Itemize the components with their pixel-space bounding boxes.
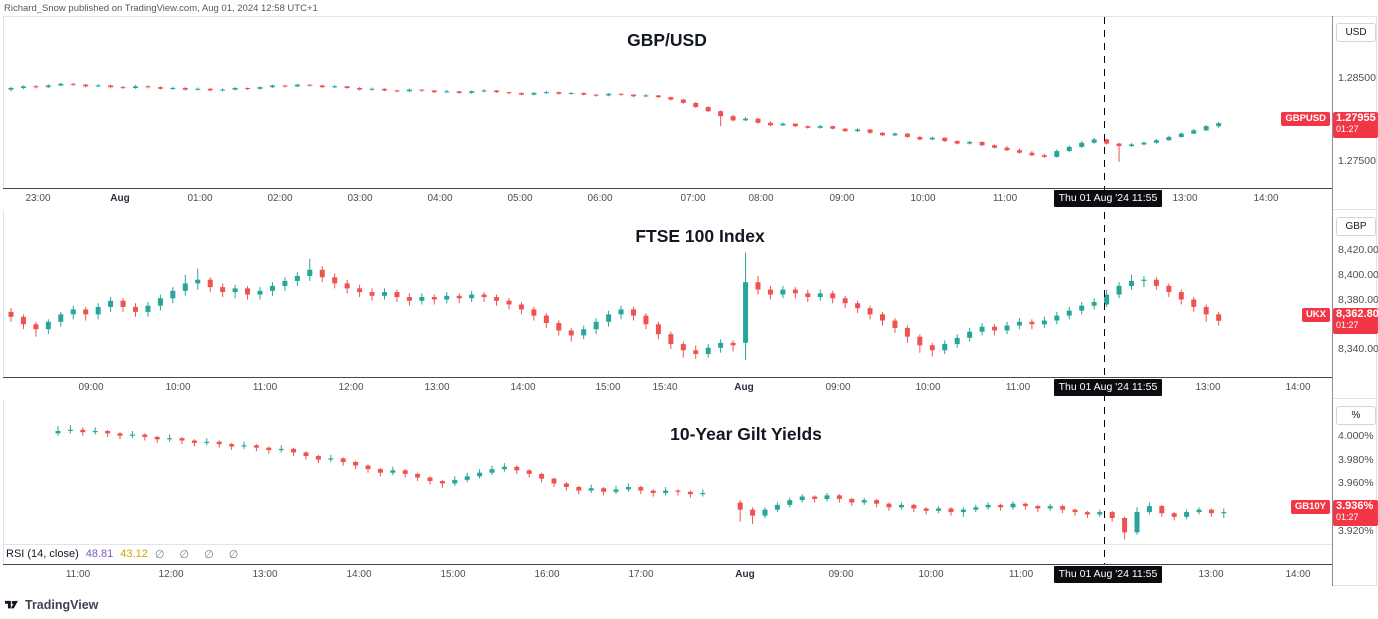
time-tick: 13:00 [1172, 193, 1198, 204]
time-axis-GBPUSD[interactable]: 23:00 Aug 01:00 02:00 03:00 04:00 05:00 06:00 07… [3, 188, 1332, 210]
time-tick: 23:00 [25, 193, 51, 204]
rsi-label[interactable]: RSI (14, close) [6, 548, 79, 560]
time-tick: 17:00 [628, 569, 654, 580]
candlestick-series-GBPUSD[interactable] [3, 17, 1332, 188]
unit-box-USD: USD [1336, 23, 1376, 42]
price-axis-label[interactable]: 8,400.00 [1338, 268, 1378, 281]
time-tick: 13:00 [1195, 382, 1221, 393]
time-tick: Aug [734, 382, 754, 393]
time-tick: 14:00 [1285, 569, 1311, 580]
rsi-value-secondary: 43.12 [120, 548, 148, 560]
unit-box-GBP: GBP [1336, 217, 1376, 236]
chart-title-UKX: FTSE 100 Index [635, 226, 765, 246]
crosshair-time-badge: Thu 01 Aug '24 11:55 [1054, 190, 1162, 207]
time-tick: 12:00 [158, 569, 184, 580]
time-tick: 05:00 [507, 193, 533, 204]
time-tick: 10:00 [910, 193, 936, 204]
price-axis-label[interactable]: 3.920% [1338, 525, 1374, 538]
time-tick: 10:00 [915, 382, 941, 393]
chart-title-GBPUSD: GBP/USD [627, 30, 707, 50]
chart-pane-UKX[interactable] [3, 211, 1332, 377]
last-price-value: 1.27955 [1336, 112, 1376, 124]
time-tick: 15:40 [652, 382, 678, 393]
crosshair-dashed-line [1104, 17, 1105, 564]
rsi-legend-row: RSI (14, close) 48.81 43.12 ∅ ∅ ∅ ∅ [6, 546, 244, 562]
time-tick: 10:00 [918, 569, 944, 580]
price-axis-label[interactable]: 8,340.00 [1338, 343, 1378, 356]
time-tick: 13:00 [424, 382, 450, 393]
tradingview-logo-icon[interactable] [5, 598, 20, 612]
time-tick: 06:00 [587, 193, 613, 204]
symbol-chip-GB10Y: GB10Y [1290, 500, 1330, 514]
rsi-empty-markers: ∅ ∅ ∅ ∅ [154, 548, 245, 561]
time-tick: 11:00 [65, 569, 91, 580]
rsi-value-main: 48.81 [85, 548, 114, 560]
crosshair-time-badge: Thu 01 Aug '24 11:55 [1054, 566, 1162, 583]
time-tick: Aug [735, 569, 755, 580]
bar-countdown: 01:27 [1336, 320, 1359, 330]
time-axis-UKX[interactable]: 09:00 10:00 11:00 12:00 13:00 14:00 15:00 15:40… [3, 377, 1332, 399]
candlestick-series-GB10Y[interactable] [3, 400, 1332, 544]
last-price-badge-GBPUSD: 1.27955 01:27 [1333, 112, 1378, 138]
time-tick: 15:00 [595, 382, 621, 393]
bar-countdown: 01:27 [1336, 124, 1359, 134]
price-scale-border [1332, 16, 1333, 586]
price-axis-label[interactable]: 3.980% [1338, 453, 1374, 466]
time-axis-GB10Y[interactable]: 11:00 12:00 13:00 14:00 15:00 16:00 17:00 Aug 09… [3, 564, 1332, 586]
time-tick: 11:00 [992, 193, 1018, 204]
symbol-chip-UKX: UKX [1301, 308, 1330, 322]
price-axis-label[interactable]: 8,380.00 [1338, 293, 1378, 306]
time-tick: 14:00 [346, 569, 372, 580]
frame-top-border [3, 16, 1377, 17]
time-tick: 09:00 [78, 382, 104, 393]
time-tick: 02:00 [267, 193, 293, 204]
time-tick: 10:00 [165, 382, 191, 393]
time-tick: 14:00 [1285, 382, 1311, 393]
symbol-chip-GBPUSD: GBPUSD [1281, 112, 1330, 126]
time-tick: Aug [110, 193, 130, 204]
footer: TradingView [5, 598, 98, 612]
time-tick: 14:00 [1253, 193, 1279, 204]
last-price-value: 8,362.80 [1336, 308, 1378, 320]
candlestick-series-UKX[interactable] [3, 211, 1332, 377]
price-axis-label[interactable]: 1.27500 [1338, 155, 1376, 168]
time-tick: 15:00 [440, 569, 466, 580]
time-tick: 16:00 [534, 569, 560, 580]
time-tick: 11:00 [1005, 382, 1031, 393]
chart-pane-GB10Y[interactable] [3, 400, 1332, 544]
unit-box-pct: % [1336, 406, 1376, 425]
price-axis-label[interactable]: 1.28500 [1338, 72, 1376, 84]
bar-countdown: 01:27 [1336, 512, 1359, 522]
frame-left-border [3, 16, 4, 586]
time-tick: 12:00 [338, 382, 364, 393]
time-tick: 09:00 [825, 382, 851, 393]
time-tick: 11:00 [252, 382, 278, 393]
last-price-value: 3.936% [1336, 500, 1374, 512]
time-tick: 09:00 [829, 193, 855, 204]
time-tick: 13:00 [252, 569, 278, 580]
tradingview-brand-text[interactable]: TradingView [25, 598, 99, 612]
time-tick: 13:00 [1198, 569, 1224, 580]
crosshair-time-badge: Thu 01 Aug '24 11:55 [1054, 379, 1162, 396]
time-tick: 14:00 [510, 382, 536, 393]
time-tick: 01:00 [187, 193, 213, 204]
time-tick: 04:00 [427, 193, 453, 204]
frame-right-border [1376, 16, 1377, 586]
price-axis-label[interactable]: 4.000% [1338, 429, 1374, 442]
last-price-badge-UKX: 8,362.80 01:27 [1333, 308, 1378, 334]
time-tick: 11:00 [1008, 569, 1034, 580]
last-price-badge-GB10Y: 3.936% 01:27 [1333, 500, 1378, 526]
time-tick: 08:00 [748, 193, 774, 204]
rsi-separator [3, 544, 1332, 545]
price-axis-label[interactable]: 8,420.00 [1338, 243, 1378, 256]
time-tick: 07:00 [680, 193, 706, 204]
time-tick: 03:00 [347, 193, 373, 204]
attribution-text: Richard_Snow published on TradingView.co… [4, 3, 318, 14]
chart-title-GB10Y: 10-Year Gilt Yields [670, 424, 822, 444]
time-tick: 09:00 [828, 569, 854, 580]
price-axis-label[interactable]: 3.960% [1338, 477, 1374, 490]
chart-pane-GBPUSD[interactable] [3, 17, 1332, 188]
